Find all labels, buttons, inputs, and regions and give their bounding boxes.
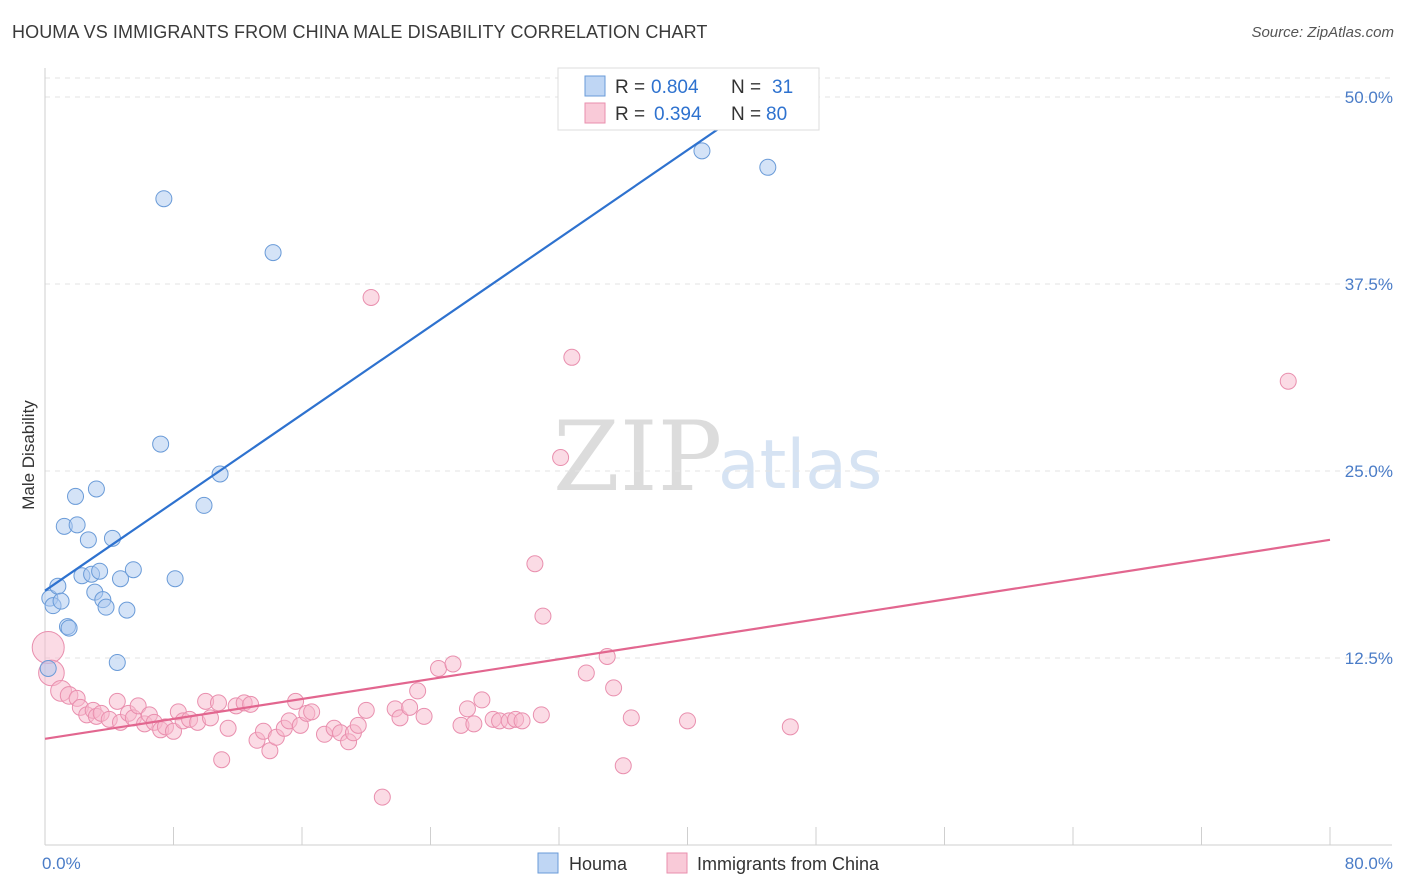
watermark: ZIP atlas <box>553 401 882 513</box>
point-china-63 <box>473 691 491 709</box>
watermark-zip: ZIP <box>553 401 722 513</box>
point-houma-6 <box>60 619 78 637</box>
point-china-71 <box>534 607 552 625</box>
point-china-28 <box>209 694 227 712</box>
point-china-76 <box>605 679 623 697</box>
point-china-80 <box>781 718 799 736</box>
legend-china-n-label: N = <box>731 104 761 125</box>
series-houma <box>39 142 777 677</box>
legend-bottom-china: Immigrants from China <box>697 854 880 874</box>
trend-lines <box>44 88 1331 740</box>
point-china-11 <box>108 692 126 710</box>
point-houma-28 <box>693 142 711 160</box>
point-houma-20 <box>118 601 136 619</box>
point-houma-14 <box>91 562 109 580</box>
point-china-55 <box>401 698 419 716</box>
point-houma-19 <box>111 570 129 588</box>
y-tick-labels: 12.5% 25.0% 37.5% 50.0% <box>1345 88 1393 668</box>
point-houma-8 <box>68 516 86 534</box>
point-china-58 <box>430 659 448 677</box>
point-china-54 <box>391 709 409 727</box>
point-houma-29 <box>759 158 777 176</box>
legend-bottom-swatch-china <box>666 852 688 874</box>
legend-china-r-value: 0.394 <box>654 104 702 125</box>
point-china-59 <box>444 655 462 673</box>
point-houma-3 <box>52 592 70 610</box>
point-china-74 <box>577 664 595 682</box>
point-houma-23 <box>155 190 173 208</box>
point-china-69 <box>526 555 544 573</box>
correlation-legend: R = 0.804 N = 31 R = 0.394 N = 80 <box>557 67 820 131</box>
point-china-70 <box>532 706 550 724</box>
point-china-51 <box>362 288 380 306</box>
legend-bottom-houma: Houma <box>569 854 628 874</box>
y-tick-label-2: 37.5% <box>1345 275 1393 294</box>
legend-china-n-value: 80 <box>766 104 787 125</box>
point-china-33 <box>242 695 260 713</box>
y-axis-label: Male Disability <box>19 400 38 510</box>
gridlines <box>45 77 1392 659</box>
point-china-50 <box>357 701 375 719</box>
x-tick-label-min: 0.0% <box>42 854 81 873</box>
legend-houma-r-value: 0.804 <box>651 77 699 98</box>
point-china-52 <box>373 788 391 806</box>
legend-swatch-china <box>584 102 606 124</box>
point-houma-24 <box>166 570 184 588</box>
legend-houma-n-value: 31 <box>772 77 793 98</box>
point-houma-16 <box>97 598 115 616</box>
trend-line-houma <box>44 88 777 592</box>
source-label: Source: ZipAtlas.com <box>1251 24 1394 41</box>
series-legend: Houma Immigrants from China <box>537 852 880 874</box>
point-houma-25 <box>195 496 213 514</box>
y-tick-label-0: 12.5% <box>1345 649 1393 668</box>
point-houma-30 <box>39 659 57 677</box>
point-houma-10 <box>79 531 97 549</box>
point-china-79 <box>679 712 696 730</box>
point-china-43 <box>303 703 321 721</box>
point-china-61 <box>458 700 476 718</box>
point-china-49 <box>349 716 367 734</box>
point-china-81 <box>1279 372 1297 390</box>
legend-houma-r-label: R = <box>615 77 645 98</box>
point-china-68 <box>513 712 531 730</box>
point-china-77 <box>614 757 632 775</box>
point-china-62 <box>465 715 483 733</box>
point-houma-21 <box>124 561 142 579</box>
trend-line-china <box>44 538 1331 740</box>
watermark-atlas: atlas <box>718 426 882 505</box>
legend-swatch-houma <box>584 75 606 97</box>
point-china-56 <box>409 682 427 700</box>
point-houma-26 <box>211 465 229 483</box>
point-china-78 <box>622 709 640 727</box>
point-houma-22 <box>152 435 170 453</box>
point-china-0 <box>31 631 65 665</box>
point-china-29 <box>213 751 231 769</box>
y-tick-label-3: 50.0% <box>1345 88 1393 107</box>
point-china-73 <box>563 348 581 366</box>
y-tick-label-1: 25.0% <box>1345 462 1393 481</box>
x-tick-labels: 0.0% 80.0% <box>42 854 1393 873</box>
legend-houma-n-label: N = <box>731 77 761 98</box>
point-houma-13 <box>87 480 105 498</box>
point-houma-18 <box>108 653 126 671</box>
series-immigrants-from-china <box>31 288 1297 806</box>
point-china-15 <box>129 697 147 715</box>
point-houma-7 <box>67 487 85 505</box>
point-china-57 <box>415 707 433 725</box>
chart-title: HOUMA VS IMMIGRANTS FROM CHINA MALE DISA… <box>12 22 708 42</box>
point-china-72 <box>552 449 570 467</box>
x-tick-label-max: 80.0% <box>1345 854 1393 873</box>
axes <box>44 68 1392 846</box>
legend-china-r-label: R = <box>615 104 645 125</box>
point-china-21 <box>165 722 182 740</box>
point-china-30 <box>219 719 237 737</box>
point-houma-27 <box>264 244 282 262</box>
legend-bottom-swatch-houma <box>537 852 559 874</box>
